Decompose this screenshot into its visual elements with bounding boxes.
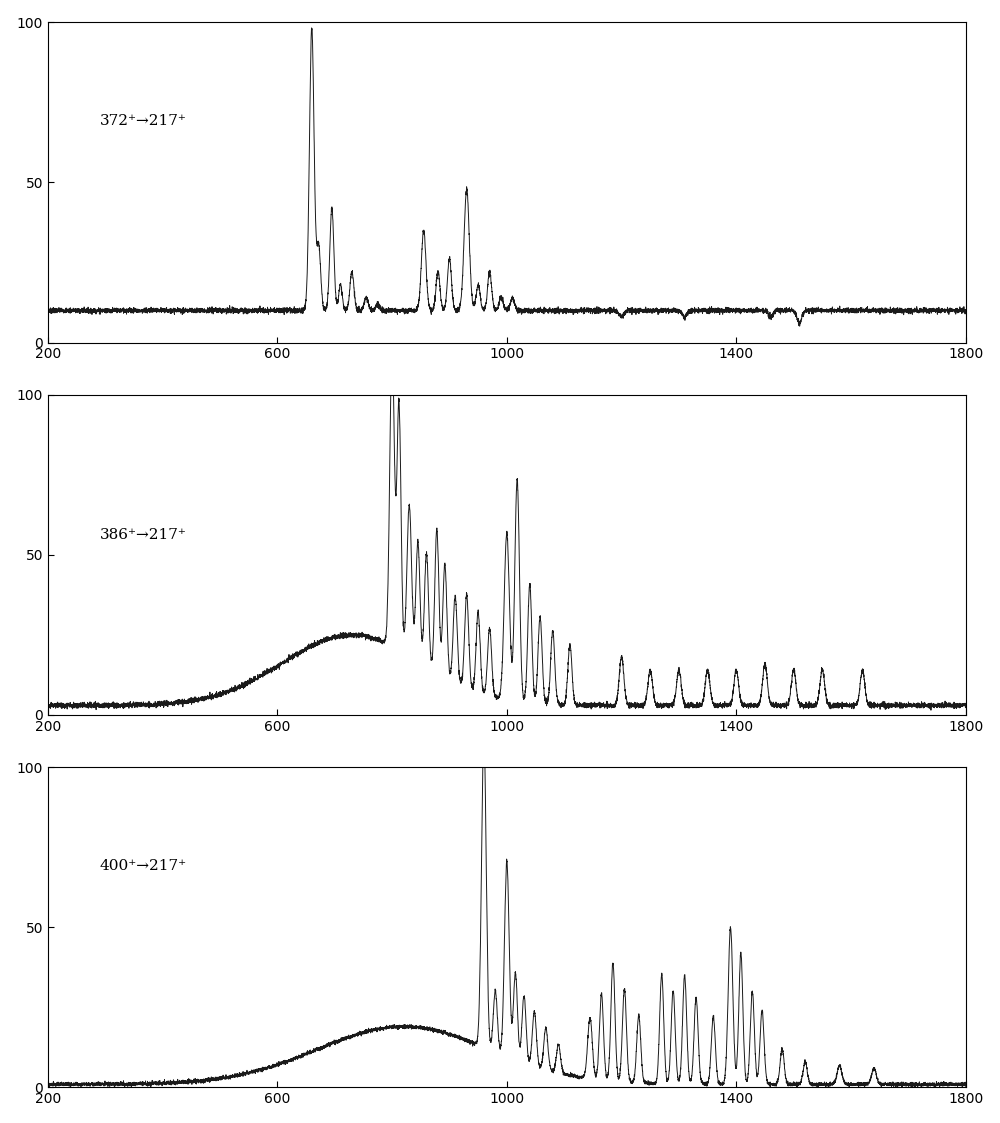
Text: 386⁺→217⁺: 386⁺→217⁺ bbox=[100, 528, 186, 541]
Text: 400⁺→217⁺: 400⁺→217⁺ bbox=[100, 859, 187, 873]
Text: 372⁺→217⁺: 372⁺→217⁺ bbox=[100, 113, 186, 128]
